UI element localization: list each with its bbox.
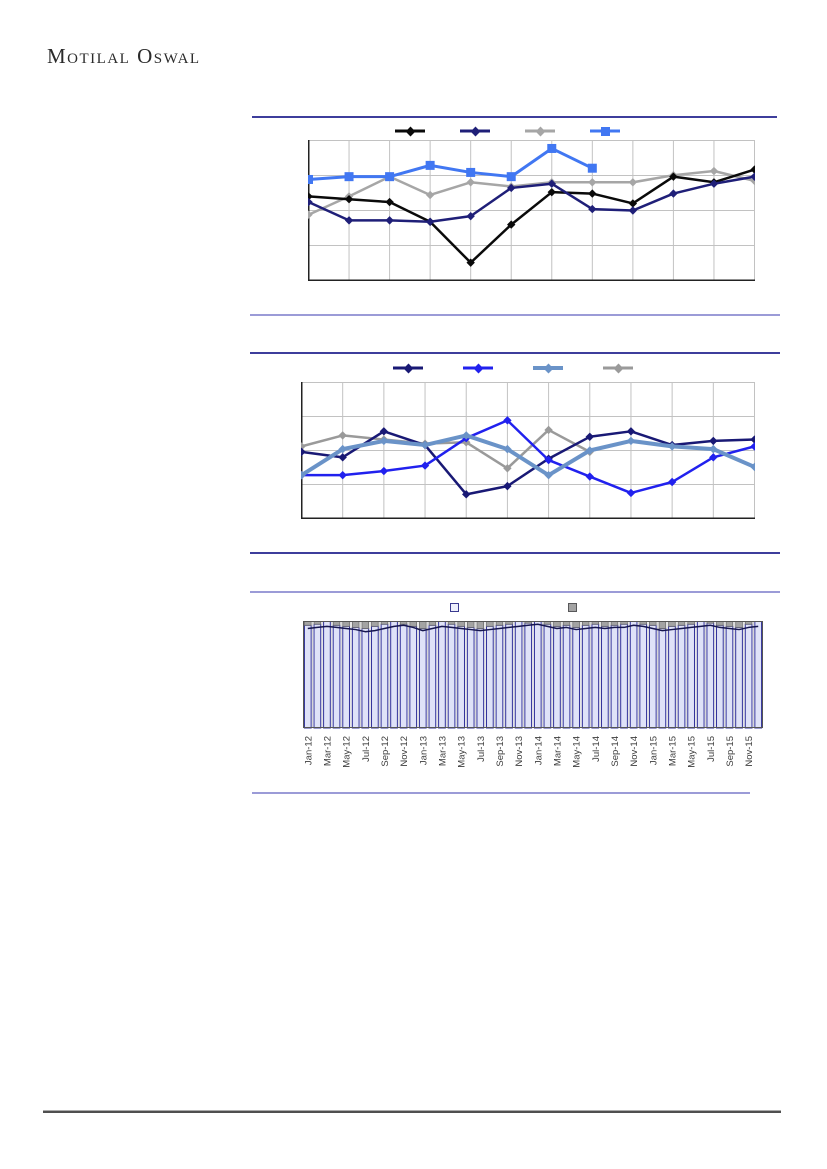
bar-chart-legend [450,599,577,612]
x-tick-label: Mar-15 [667,736,678,766]
section-divider [252,792,750,794]
x-tick-label: Nov-13 [514,736,525,767]
x-tick-label: Sep-12 [380,736,391,767]
legend-entry-1 [568,599,577,612]
x-tick-label: Jul-13 [476,736,487,762]
x-tick-label: Jan-14 [533,736,544,765]
chart1-legend [395,125,620,137]
legend-diamond-marker-icon [470,126,480,136]
legend-entry-1 [463,362,493,374]
x-tick-label: Nov-14 [629,736,640,767]
legend-entry-0 [393,362,423,374]
chart-canvas [297,382,759,519]
chart-canvas: Jan-12 Mar-12 May-12 Jul-12 Sep-12 Nov-12 Jan-… [302,620,764,768]
x-tick-label: Jul-15 [706,736,717,762]
legend-swatch-icon [450,603,459,612]
x-tick-label: Jan-12 [303,736,314,765]
legend-diamond-marker-icon [403,363,413,373]
legend-entry-3 [603,362,633,374]
x-tick-label: Mar-14 [552,736,563,766]
section-divider [252,116,777,118]
line-chart-1 [304,140,759,286]
legend-diamond-marker-icon [473,363,483,373]
legend-diamond-marker-icon [405,126,415,136]
x-tick-label: Jan-15 [648,736,659,765]
x-tick-label: Sep-14 [610,736,621,767]
footer-rule [43,1110,781,1113]
legend-diamond-marker-icon [543,363,553,373]
x-tick-label: Jul-12 [361,736,372,762]
x-tick-label: May-14 [572,736,583,768]
legend-entry-2 [525,125,555,137]
stacked-bar-chart: Jan-12 Mar-12 May-12 Jul-12 Sep-12 Nov-12 Jan-… [302,620,764,788]
legend-entry-2 [533,362,563,374]
legend-swatch-icon [568,603,577,612]
line-chart-2 [297,382,759,524]
legend-entry-0 [450,599,459,612]
x-tick-label: May-15 [687,736,698,768]
legend-square-marker-icon [600,126,610,136]
section-divider [250,352,780,354]
brand-logo: Motilal Oswal [47,44,201,68]
section-divider [250,552,780,554]
legend-entry-1 [460,125,490,137]
x-tick-label: Nov-12 [399,736,410,767]
x-tick-label: Sep-15 [725,736,736,767]
section-divider [250,591,780,593]
x-tick-label: Jan-13 [418,736,429,765]
legend-entry-0 [395,125,425,137]
x-tick-label: Mar-12 [322,736,333,766]
x-tick-label: Nov-15 [744,736,755,767]
legend-diamond-marker-icon [613,363,623,373]
x-tick-label: Sep-13 [495,736,506,767]
chart2-legend [393,362,633,374]
x-tick-label: Mar-13 [437,736,448,766]
section-divider [250,314,780,316]
x-tick-label: Jul-14 [591,736,602,762]
x-tick-label: May-13 [457,736,468,768]
legend-diamond-marker-icon [535,126,545,136]
legend-entry-3 [590,125,620,137]
chart-canvas [304,140,759,281]
x-tick-label: May-12 [342,736,353,768]
